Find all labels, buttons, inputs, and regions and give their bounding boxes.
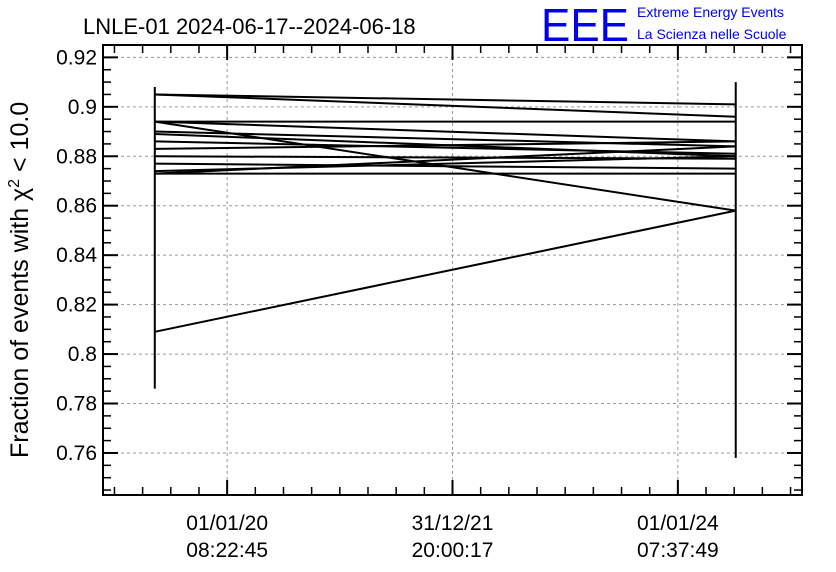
y-tick-label: 0.84	[56, 244, 97, 267]
x-tick-label-date: 31/12/21	[412, 512, 494, 535]
series-line-15	[154, 209, 736, 333]
x-tick-label-date: 01/01/20	[186, 512, 268, 535]
y-tick-label: 0.88	[56, 145, 97, 168]
eee-logo-mark: EEE	[541, 0, 629, 51]
y-tick-label: 0.8	[68, 343, 97, 366]
x-tick-label-date: 01/01/24	[637, 512, 719, 535]
x-axis: 01/01/20 08:22:45 31/12/21 20:00:17 01/01/24…	[113, 45, 792, 562]
series-line-4	[154, 120, 736, 143]
y-axis-label-suffix: < 10.0	[6, 102, 34, 179]
y-tick-label: 0.76	[56, 442, 97, 465]
x-tick-label-time: 07:37:49	[637, 539, 719, 562]
series-line-1	[154, 93, 736, 106]
y-axis-label-superscript: 2	[6, 179, 23, 188]
series-line-2	[154, 93, 736, 118]
series-line-7	[154, 130, 736, 148]
x-tick-label-time: 08:22:45	[186, 539, 268, 562]
error-bars	[153, 82, 737, 458]
eee-logo: EEE Extreme Energy Events La Scienza nel…	[541, 0, 787, 51]
y-tick-label: 0.78	[56, 393, 97, 416]
y-tick-label: 0.82	[56, 294, 97, 317]
chart-title: LNLE-01 2024-06-17--2024-06-18	[83, 14, 416, 39]
y-axis-label: Fraction of events with χ2 < 10.0	[6, 102, 34, 458]
series-line-13	[154, 145, 736, 175]
x-tick-label-time: 20:00:17	[412, 539, 494, 562]
y-tick-label: 0.86	[56, 195, 97, 218]
series-line-11	[154, 162, 736, 170]
series-group	[154, 93, 736, 333]
series-line-9	[154, 140, 736, 150]
y-axis: 0.76 0.78 0.8 0.82 0.84 0.86 0.88 0.9 0.92	[56, 44, 802, 491]
logo-line-2: La Scienza nelle Scuole	[637, 26, 787, 42]
y-tick-label: 0.9	[68, 96, 97, 119]
y-tick-label: 0.92	[56, 46, 97, 69]
logo-line-1: Extreme Energy Events	[637, 4, 784, 20]
y-axis-label-prefix: Fraction of events with χ	[6, 188, 34, 458]
